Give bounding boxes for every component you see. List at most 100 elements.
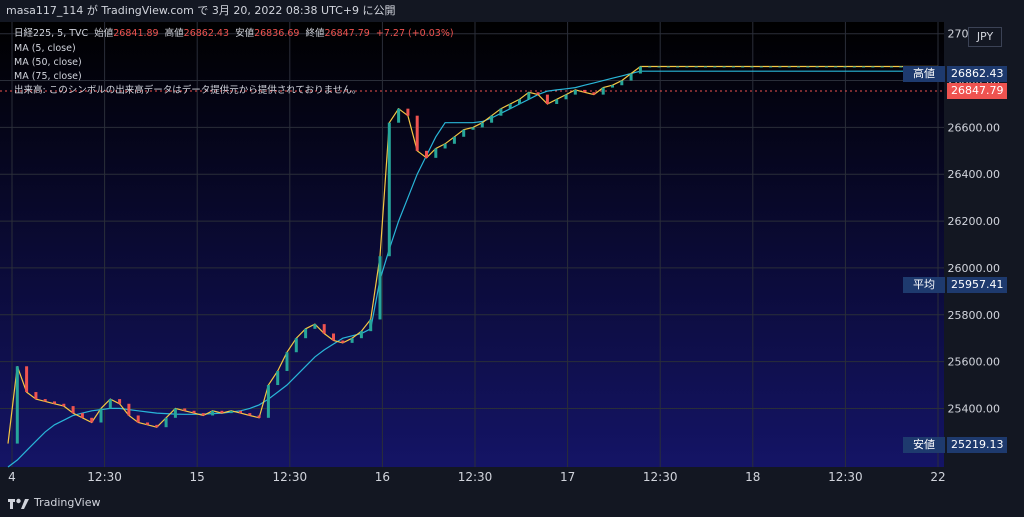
candle bbox=[685, 66, 689, 68]
candle bbox=[592, 92, 596, 95]
x-tick-label: 22 bbox=[930, 470, 945, 484]
candle bbox=[834, 66, 838, 68]
legend-ma5[interactable]: MA (5, close) bbox=[14, 43, 76, 54]
footer: TradingView bbox=[0, 489, 1024, 517]
candle bbox=[53, 401, 56, 404]
candle bbox=[890, 66, 893, 68]
candle bbox=[666, 66, 670, 68]
candle bbox=[90, 417, 94, 423]
candle bbox=[313, 324, 317, 329]
candle bbox=[815, 66, 819, 68]
candle bbox=[369, 319, 373, 332]
legend-open-label: 始値 bbox=[94, 28, 114, 39]
candle bbox=[601, 87, 605, 95]
legend-ma50[interactable]: MA (50, close) bbox=[14, 57, 82, 68]
candle bbox=[555, 99, 559, 104]
candle bbox=[229, 410, 233, 414]
candle bbox=[611, 85, 614, 88]
high-tag-value: 26862.43 bbox=[947, 66, 1007, 82]
candle bbox=[71, 406, 75, 414]
plot-area bbox=[0, 22, 944, 467]
candle bbox=[285, 352, 289, 371]
candle bbox=[80, 413, 84, 418]
candle bbox=[583, 89, 587, 93]
x-tick-label: 16 bbox=[375, 470, 390, 484]
x-tick-label: 15 bbox=[190, 470, 205, 484]
candle bbox=[350, 338, 354, 343]
low-tag-label: 安値 bbox=[903, 437, 945, 453]
candle bbox=[155, 424, 159, 428]
x-tick-label: 17 bbox=[560, 470, 575, 484]
candle bbox=[164, 417, 168, 428]
candle bbox=[99, 408, 103, 423]
legend-open-value: 26841.89 bbox=[113, 28, 159, 39]
grid-lines bbox=[0, 22, 944, 467]
candle bbox=[146, 422, 149, 425]
candle bbox=[304, 328, 308, 339]
candle bbox=[778, 66, 782, 68]
candle bbox=[620, 80, 624, 86]
footer-brand[interactable]: TradingView bbox=[34, 496, 101, 509]
candle bbox=[769, 66, 773, 68]
candle bbox=[118, 399, 122, 404]
candle bbox=[638, 66, 642, 74]
candle bbox=[359, 331, 363, 339]
candle bbox=[880, 66, 884, 68]
candle bbox=[657, 66, 661, 68]
candle bbox=[704, 66, 707, 68]
candle bbox=[759, 66, 763, 68]
candle bbox=[108, 399, 112, 409]
last-price-tag: 26847.79 bbox=[947, 83, 1007, 99]
x-tick-label: 18 bbox=[745, 470, 760, 484]
candle bbox=[239, 410, 242, 414]
chart-canvas[interactable]: 25400.00 25600.00 25800.00 26000.00 26200.00… bbox=[0, 22, 1024, 489]
publish-info: masa117_114 が TradingView.com で 3月 20, 2… bbox=[0, 0, 1024, 22]
legend-ma75[interactable]: MA (75, close) bbox=[14, 71, 82, 82]
legend-high-label: 高値 bbox=[164, 28, 184, 39]
candle bbox=[713, 66, 717, 68]
x-tick-label: 12:30 bbox=[828, 470, 863, 484]
candle bbox=[499, 108, 503, 116]
candle bbox=[573, 89, 577, 95]
candle bbox=[787, 66, 791, 68]
candle bbox=[508, 103, 512, 109]
y-tick-label: 26600.00 bbox=[948, 121, 1001, 134]
candle bbox=[15, 366, 19, 444]
candle bbox=[387, 122, 391, 257]
y-tick-label: 25800.00 bbox=[948, 309, 1001, 322]
ma50-line-group bbox=[7, 70, 938, 468]
x-tick-label: 12:30 bbox=[458, 470, 493, 484]
candle bbox=[452, 136, 456, 144]
candle bbox=[731, 66, 735, 68]
x-tick-label: 12:30 bbox=[273, 470, 308, 484]
chart-panel[interactable]: 25400.00 25600.00 25800.00 26000.00 26200.00… bbox=[0, 22, 1024, 489]
currency-button[interactable]: JPY bbox=[968, 27, 1002, 47]
legend-change: +7.27 (+0.03%) bbox=[375, 28, 454, 39]
legend-close-label: 終値 bbox=[305, 28, 325, 39]
legend-low-label: 安値 bbox=[235, 28, 255, 39]
candle bbox=[406, 108, 410, 116]
x-tick-label: 12:30 bbox=[643, 470, 678, 484]
time-scale-area[interactable] bbox=[0, 467, 1024, 489]
high-tag-label: 高値 bbox=[903, 66, 945, 82]
legend-ohlc: 日経225, 5, TVC 始値26841.89 高値26862.43 安値26… bbox=[14, 27, 454, 40]
legend-close-value: 26847.79 bbox=[324, 28, 370, 39]
candle bbox=[257, 415, 261, 418]
tradingview-logo-icon bbox=[8, 498, 29, 509]
candle bbox=[397, 108, 401, 123]
low-tag-value: 25219.13 bbox=[947, 437, 1007, 453]
candle bbox=[201, 413, 205, 416]
candle bbox=[722, 66, 726, 68]
legend-low-value: 26836.69 bbox=[254, 28, 300, 39]
ma50-line bbox=[7, 70, 938, 468]
candle bbox=[322, 324, 326, 334]
candle bbox=[220, 410, 224, 414]
candle bbox=[183, 408, 187, 411]
candle bbox=[192, 410, 196, 414]
candle bbox=[852, 66, 856, 68]
candle bbox=[211, 410, 215, 416]
candle bbox=[518, 99, 521, 104]
candle bbox=[694, 66, 698, 68]
candle bbox=[797, 66, 800, 68]
avg-tag-value: 25957.41 bbox=[947, 277, 1007, 293]
